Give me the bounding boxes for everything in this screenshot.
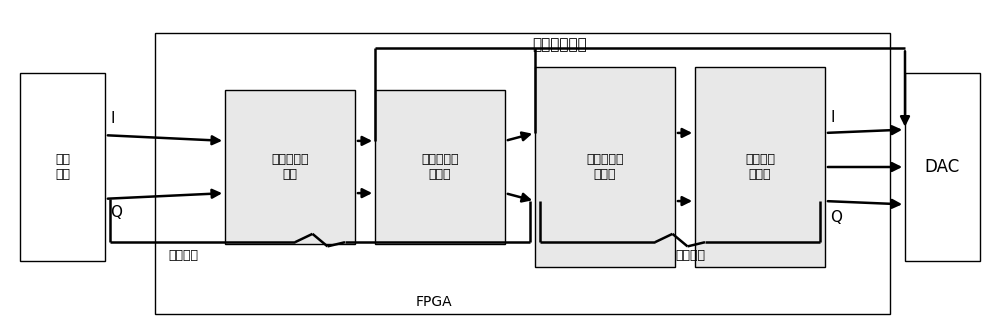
Text: 高采样率: 高采样率 — [675, 249, 705, 262]
Text: 缓存
单元: 缓存 单元 — [55, 153, 70, 181]
Text: FPGA: FPGA — [416, 295, 453, 309]
Text: 脉冲成型滤
波单元: 脉冲成型滤 波单元 — [421, 153, 459, 181]
FancyBboxPatch shape — [535, 67, 675, 267]
Text: 内插抽取滤
波单元: 内插抽取滤 波单元 — [586, 153, 624, 181]
Text: 信号处理单元: 信号处理单元 — [532, 37, 587, 52]
Text: I: I — [110, 111, 115, 126]
Text: 数据预调理
单元: 数据预调理 单元 — [271, 153, 309, 181]
Text: Q: Q — [830, 210, 842, 225]
FancyBboxPatch shape — [695, 67, 825, 267]
Text: Q: Q — [110, 205, 122, 220]
FancyBboxPatch shape — [905, 73, 980, 261]
FancyBboxPatch shape — [225, 90, 355, 244]
Text: DAC: DAC — [925, 158, 960, 176]
Text: 低采样率: 低采样率 — [168, 249, 198, 262]
FancyBboxPatch shape — [375, 90, 505, 244]
FancyBboxPatch shape — [155, 33, 890, 314]
FancyBboxPatch shape — [20, 73, 105, 261]
Text: 正交上变
频单元: 正交上变 频单元 — [745, 153, 775, 181]
Text: I: I — [830, 111, 834, 125]
